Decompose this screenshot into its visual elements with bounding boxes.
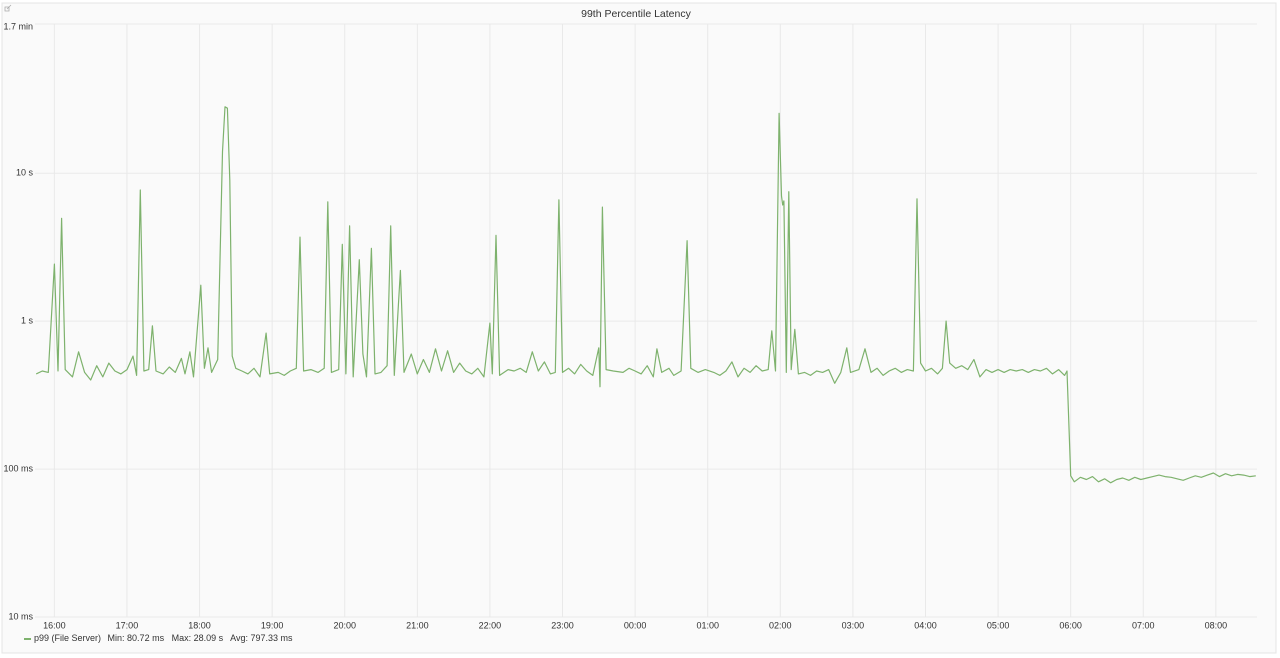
legend[interactable]: p99 (File Server) Min: 80.72 ms Max: 28.…: [34, 633, 293, 643]
x-tick-label: 05:00: [987, 620, 1010, 630]
x-tick-label: 18:00: [188, 620, 211, 630]
y-tick-label: 1.7 min: [3, 21, 33, 31]
x-tick-label: 00:00: [624, 620, 647, 630]
x-tick-label: 23:00: [551, 620, 574, 630]
legend-series-name[interactable]: p99 (File Server): [34, 633, 101, 643]
x-tick-label: 19:00: [261, 620, 284, 630]
y-tick-label: 1 s: [21, 316, 34, 326]
x-tick-label: 16:00: [43, 620, 66, 630]
x-tick-label: 08:00: [1205, 620, 1228, 630]
x-tick-label: 17:00: [116, 620, 139, 630]
y-tick-label: 10 s: [16, 168, 34, 178]
panel-link-icon[interactable]: [4, 4, 12, 12]
y-tick-label: 10 ms: [8, 611, 33, 621]
x-tick-label: 02:00: [769, 620, 792, 630]
chart-title: 99th Percentile Latency: [581, 8, 691, 20]
x-tick-label: 22:00: [479, 620, 502, 630]
y-tick-label: 100 ms: [3, 463, 33, 473]
x-tick-label: 06:00: [1059, 620, 1082, 630]
legend-stat: Min: 80.72 ms: [108, 633, 165, 643]
x-tick-label: 21:00: [406, 620, 429, 630]
x-tick-label: 03:00: [842, 620, 865, 630]
x-tick-label: 04:00: [914, 620, 937, 630]
x-tick-label: 20:00: [333, 620, 356, 630]
legend-stat: Avg: 797.33 ms: [230, 633, 293, 643]
x-tick-label: 07:00: [1132, 620, 1155, 630]
legend-stat: Max: 28.09 s: [172, 633, 224, 643]
x-tick-label: 01:00: [696, 620, 719, 630]
series-line: [35, 106, 1256, 484]
